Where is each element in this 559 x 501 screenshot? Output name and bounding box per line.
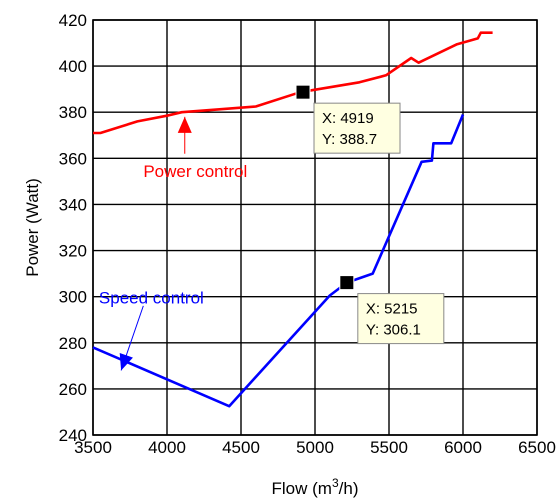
- y-tick-label: 260: [59, 380, 87, 399]
- x-tick-label: 6500: [518, 438, 556, 457]
- annotation-arrowhead-power-control: [177, 116, 192, 133]
- annotations: Power control Speed control: [99, 116, 247, 371]
- y-tick-label: 360: [59, 149, 87, 168]
- y-tick-label: 380: [59, 103, 87, 122]
- series-lines: [92, 31, 493, 408]
- datatip: X: 4919 Y: 388.7: [295, 84, 401, 154]
- series-line-speed-control: [92, 114, 465, 408]
- datatip-box: [313, 102, 401, 154]
- y-tick-label: 240: [59, 426, 87, 445]
- x-axis-ticks: 3500 4000 4500 5000 5500 6000 6500: [74, 438, 556, 457]
- x-tick-label: 5500: [370, 438, 408, 457]
- y-tick-label: 320: [59, 242, 87, 261]
- y-tick-label: 420: [59, 11, 87, 30]
- datatip-box: [357, 293, 445, 345]
- datatip-y-label: Y: 306.1: [366, 322, 421, 339]
- annotation-speed-control: Speed control: [99, 289, 204, 308]
- annotation-power-control: Power control: [143, 162, 247, 181]
- plot-area-frame: [92, 19, 538, 436]
- grid: [92, 19, 538, 436]
- x-tick-label: 3500: [74, 438, 112, 457]
- annotation-arrowhead-speed-control: [119, 353, 133, 371]
- y-tick-label: 300: [59, 288, 87, 307]
- datatip-marker: [339, 275, 355, 291]
- y-axis-ticks: 240 260 280 300 320 340 360 380 400 420: [59, 11, 87, 445]
- series-line-power-control: [93, 31, 493, 135]
- x-tick-label: 6000: [444, 438, 482, 457]
- x-tick-label: 4000: [148, 438, 186, 457]
- x-tick-label: 5000: [296, 438, 334, 457]
- datatip-x-label: X: 4919: [322, 110, 374, 127]
- x-tick-label: 4500: [222, 438, 260, 457]
- datatip-x-label: X: 5215: [366, 301, 418, 318]
- datatip-marker: [295, 84, 311, 100]
- y-tick-label: 400: [59, 57, 87, 76]
- x-axis-label: Flow (m3/h): [272, 476, 359, 498]
- datatip-y-label: Y: 388.7: [322, 131, 377, 148]
- y-tick-label: 280: [59, 334, 87, 353]
- datatips: X: 4919 Y: 388.7 X: 5215 Y: 306.1: [295, 84, 445, 345]
- y-tick-label: 340: [59, 195, 87, 214]
- datatip: X: 5215 Y: 306.1: [339, 275, 445, 345]
- y-axis-label: Power (Watt): [23, 178, 42, 277]
